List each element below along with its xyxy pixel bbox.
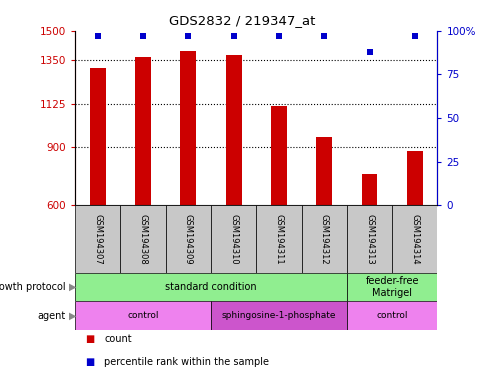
Text: count: count <box>104 334 132 344</box>
Bar <box>346 205 392 273</box>
Text: standard condition: standard condition <box>165 282 257 292</box>
Text: ▶: ▶ <box>69 311 76 321</box>
Bar <box>166 205 211 273</box>
Text: control: control <box>127 311 159 320</box>
Point <box>94 33 102 39</box>
Text: ▶: ▶ <box>69 282 76 292</box>
Bar <box>180 51 196 205</box>
Bar <box>316 137 332 205</box>
Point <box>320 33 328 39</box>
Text: agent: agent <box>37 311 65 321</box>
Bar <box>361 174 377 205</box>
Bar <box>90 68 106 205</box>
Text: GSM194313: GSM194313 <box>364 214 373 265</box>
Point <box>229 33 237 39</box>
Point <box>184 33 192 39</box>
Text: GSM194307: GSM194307 <box>93 214 102 265</box>
Text: GSM194311: GSM194311 <box>274 214 283 264</box>
Bar <box>301 205 346 273</box>
Bar <box>225 55 241 205</box>
Bar <box>120 205 166 273</box>
Bar <box>392 205 437 273</box>
Bar <box>75 301 211 330</box>
Point <box>139 33 147 39</box>
Text: ■: ■ <box>85 334 94 344</box>
Bar <box>211 301 346 330</box>
Text: GSM194310: GSM194310 <box>229 214 238 264</box>
Text: GSM194309: GSM194309 <box>183 214 193 264</box>
Text: growth protocol: growth protocol <box>0 282 65 292</box>
Bar <box>346 301 437 330</box>
Point <box>410 33 418 39</box>
Bar <box>406 151 422 205</box>
Bar <box>256 205 301 273</box>
Text: GDS2832 / 219347_at: GDS2832 / 219347_at <box>169 14 315 27</box>
Text: sphingosine-1-phosphate: sphingosine-1-phosphate <box>221 311 335 320</box>
Bar <box>75 205 120 273</box>
Text: ■: ■ <box>85 357 94 367</box>
Bar <box>271 106 287 205</box>
Text: feeder-free
Matrigel: feeder-free Matrigel <box>364 276 418 298</box>
Text: GSM194312: GSM194312 <box>319 214 328 264</box>
Bar <box>135 57 151 205</box>
Point <box>365 49 373 55</box>
Point <box>274 33 282 39</box>
Text: GSM194314: GSM194314 <box>409 214 419 264</box>
Bar <box>75 273 346 301</box>
Bar <box>211 205 256 273</box>
Text: percentile rank within the sample: percentile rank within the sample <box>104 357 269 367</box>
Text: GSM194308: GSM194308 <box>138 214 147 265</box>
Bar <box>346 273 437 301</box>
Text: control: control <box>376 311 407 320</box>
